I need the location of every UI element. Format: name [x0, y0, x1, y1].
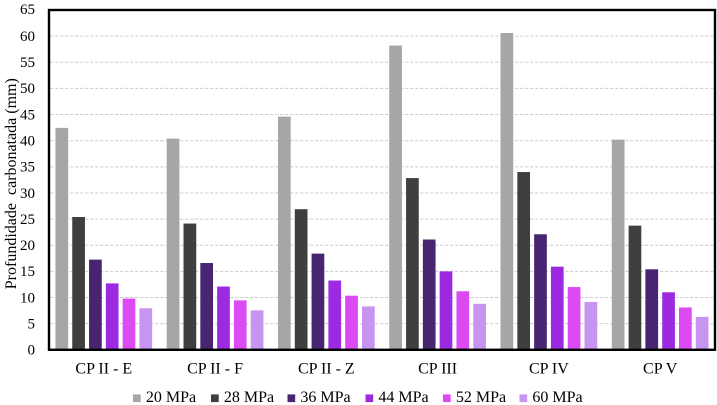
svg-text:CP IV: CP IV	[529, 361, 569, 378]
svg-text:60 MPa: 60 MPa	[532, 389, 582, 405]
svg-text:CP III: CP III	[418, 361, 457, 378]
svg-text:52 MPa: 52 MPa	[456, 389, 506, 405]
svg-text:0: 0	[28, 343, 36, 359]
svg-text:45: 45	[20, 107, 35, 123]
svg-text:CP II - F: CP II - F	[187, 361, 243, 378]
svg-text:Profundidade carbonatada (mm): Profundidade carbonatada (mm)	[3, 78, 20, 289]
svg-text:44 MPa: 44 MPa	[378, 389, 428, 405]
svg-text:25: 25	[20, 212, 35, 228]
svg-text:60: 60	[20, 29, 35, 45]
svg-text:28 MPa: 28 MPa	[224, 389, 274, 405]
svg-text:55: 55	[20, 55, 35, 71]
svg-text:30: 30	[20, 186, 35, 202]
svg-text:20 MPa: 20 MPa	[146, 389, 196, 405]
svg-text:5: 5	[28, 316, 36, 332]
svg-text:35: 35	[20, 160, 35, 176]
svg-text:20: 20	[20, 238, 35, 254]
svg-text:10: 10	[20, 290, 35, 306]
svg-text:65: 65	[20, 2, 35, 18]
svg-text:40: 40	[20, 133, 35, 149]
svg-text:15: 15	[20, 264, 35, 280]
svg-text:50: 50	[20, 81, 35, 97]
svg-text:CP II - Z: CP II - Z	[298, 361, 355, 378]
svg-text:CP V: CP V	[643, 361, 678, 378]
svg-text:36 MPa: 36 MPa	[300, 389, 350, 405]
svg-text:CP II - E: CP II - E	[75, 361, 132, 378]
